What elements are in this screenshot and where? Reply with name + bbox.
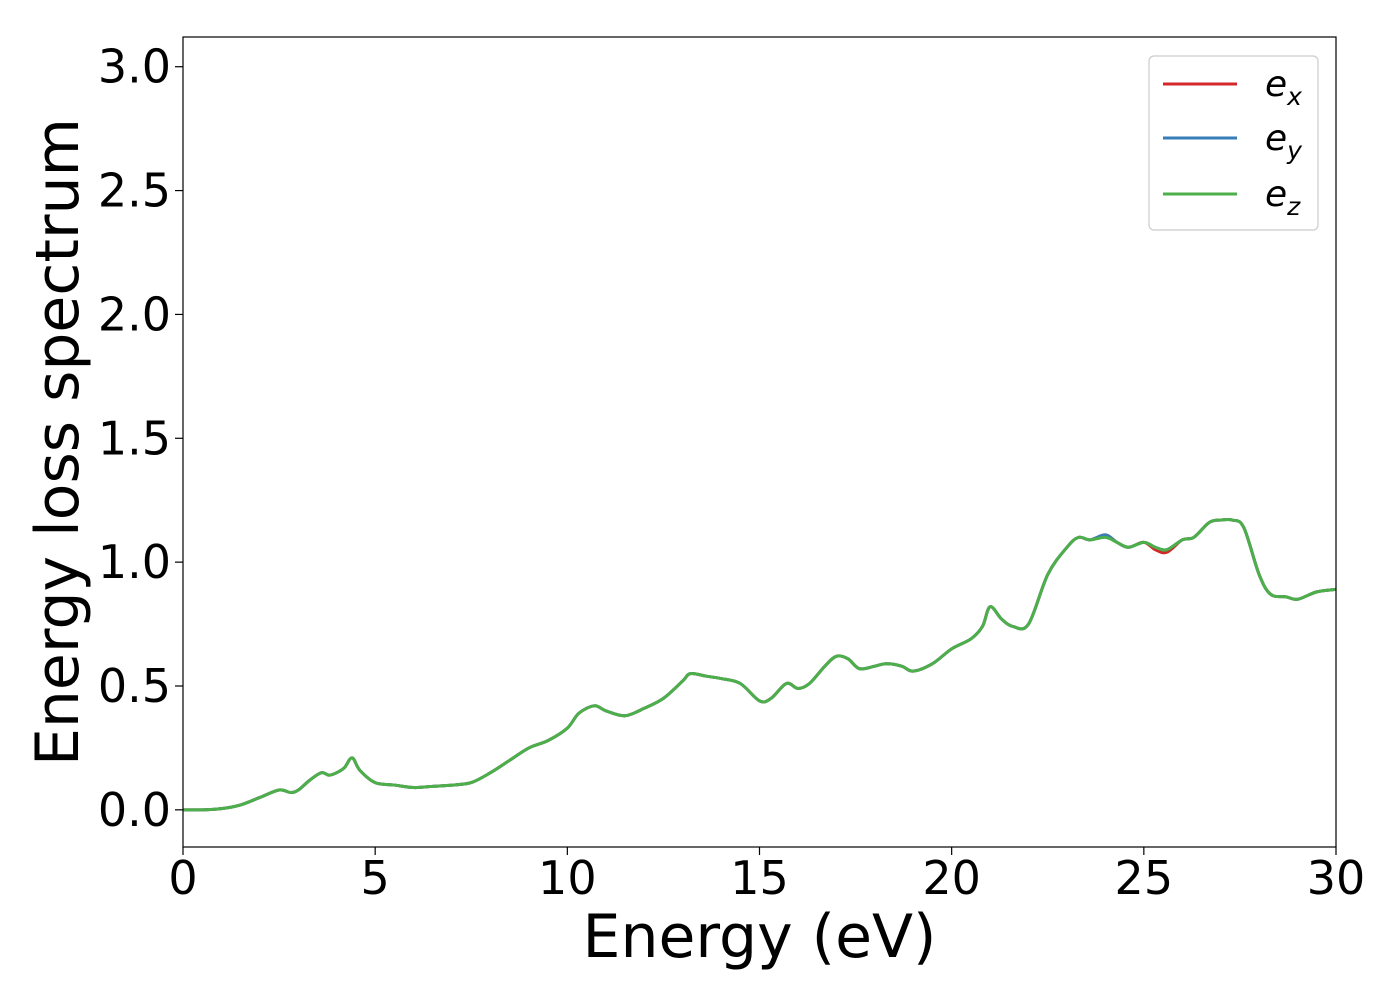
y-axis-ticks: 0.0 0.5 1.0 1.5 2.0 2.5 3.0 (98, 40, 183, 837)
x-tick-label: 10 (538, 851, 597, 905)
y-tick-label: 0.0 (98, 783, 171, 837)
legend-label: ex (1265, 64, 1302, 111)
y-tick-label: 3.0 (98, 40, 171, 94)
x-axis-ticks: 0 5 10 15 20 25 30 (168, 847, 1365, 905)
series-line-e-z (183, 517, 1336, 812)
x-tick-label: 15 (730, 851, 789, 905)
y-tick-label: 1.5 (98, 411, 171, 465)
legend-label: ey (1265, 118, 1303, 165)
y-tick-label: 1.0 (98, 535, 171, 589)
y-axis-title: Energy loss spectrum (23, 118, 93, 766)
legend: ex ey ez (1148, 55, 1319, 231)
x-axis-title: Energy (eV) (583, 902, 937, 972)
y-tick-label: 2.5 (98, 164, 171, 218)
x-tick-label: 5 (361, 851, 390, 905)
legend-box (1148, 55, 1319, 231)
y-tick-label: 2.0 (98, 287, 171, 341)
legend-label: ez (1265, 174, 1301, 221)
y-tick-label: 0.5 (98, 659, 171, 713)
x-tick-label: 20 (922, 851, 981, 905)
series-layer (183, 517, 1336, 812)
x-tick-label: 30 (1307, 851, 1366, 905)
x-tick-label: 25 (1115, 851, 1174, 905)
x-tick-label: 0 (168, 851, 197, 905)
